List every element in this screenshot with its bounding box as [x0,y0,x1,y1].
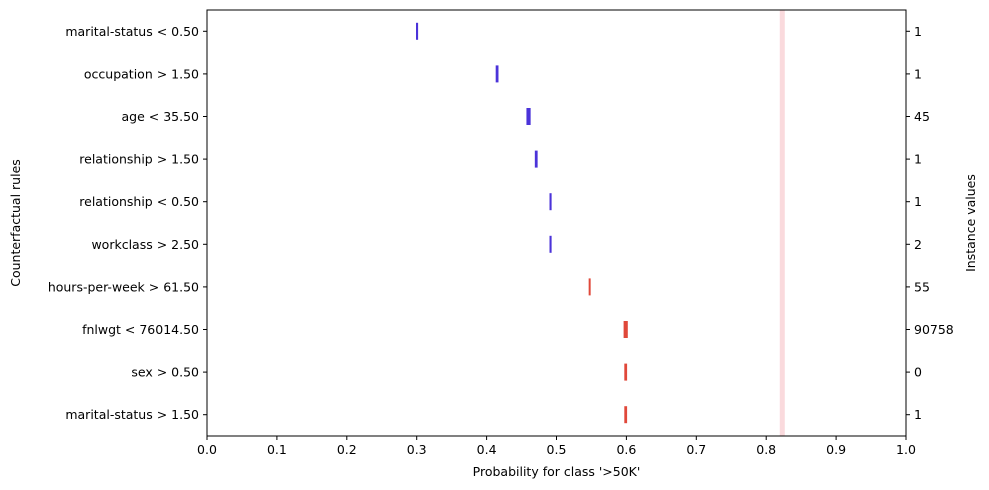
interval-bar [623,321,628,338]
x-axis: 0.0 0.1 0.2 0.3 0.4 0.5 0.6 0.7 0.8 0.9 1.0 [197,436,916,457]
interval-bar [549,235,552,253]
left-axis: marital-status < 0.50 occupation > 1.50 ag… [48,24,207,422]
rule-label: hours-per-week > 61.50 [48,279,199,294]
instance-value: 90758 [914,322,954,337]
rule-label: fnlwgt < 76014.50 [82,322,199,337]
right-axis: 1 1 45 1 1 2 55 90758 0 1 [906,24,954,422]
interval-bar [495,65,499,83]
interval-bar [624,406,628,424]
x-tick-label: 0.8 [756,442,776,457]
plot-frame [206,9,907,437]
interval-bar [588,278,591,296]
y-axis-title-left: Counterfactual rules [8,159,23,287]
rule-label: relationship < 0.50 [79,194,199,209]
interval-bar [416,22,419,40]
interval-bar [526,108,531,125]
rule-label: relationship > 1.50 [79,152,199,167]
instance-value: 1 [914,66,922,81]
instance-value: 55 [914,279,930,294]
x-tick-label: 0.9 [826,442,846,457]
interval-bar [549,193,552,211]
rule-label: occupation > 1.50 [84,66,199,81]
reference-layer [779,10,785,436]
y-axis-title-right: Instance values [963,174,978,272]
reference-line [779,10,785,436]
instance-value: 45 [914,109,930,124]
rule-label: marital-status < 0.50 [65,24,199,39]
instance-value: 1 [914,152,922,167]
x-tick-label: 0.4 [477,442,497,457]
rule-label: workclass > 2.50 [91,237,199,252]
intervals-layer [416,22,628,424]
rule-label: sex > 0.50 [131,365,199,380]
x-tick-label: 0.5 [547,442,567,457]
x-tick-label: 0.2 [337,442,357,457]
x-tick-label: 0.7 [686,442,706,457]
rule-label: marital-status > 1.50 [65,407,199,422]
instance-value: 1 [914,24,922,39]
x-tick-label: 0.6 [616,442,636,457]
interval-bar [624,363,628,381]
x-tick-label: 0.0 [197,442,217,457]
interval-bar [534,150,538,168]
instance-value: 2 [914,237,922,252]
x-tick-label: 1.0 [896,442,916,457]
instance-value: 0 [914,365,922,380]
x-tick-label: 0.1 [267,442,287,457]
x-axis-title: Probability for class '>50K' [473,464,641,479]
x-tick-label: 0.3 [407,442,427,457]
instance-value: 1 [914,407,922,422]
instance-value: 1 [914,194,922,209]
rule-label: age < 35.50 [122,109,200,124]
